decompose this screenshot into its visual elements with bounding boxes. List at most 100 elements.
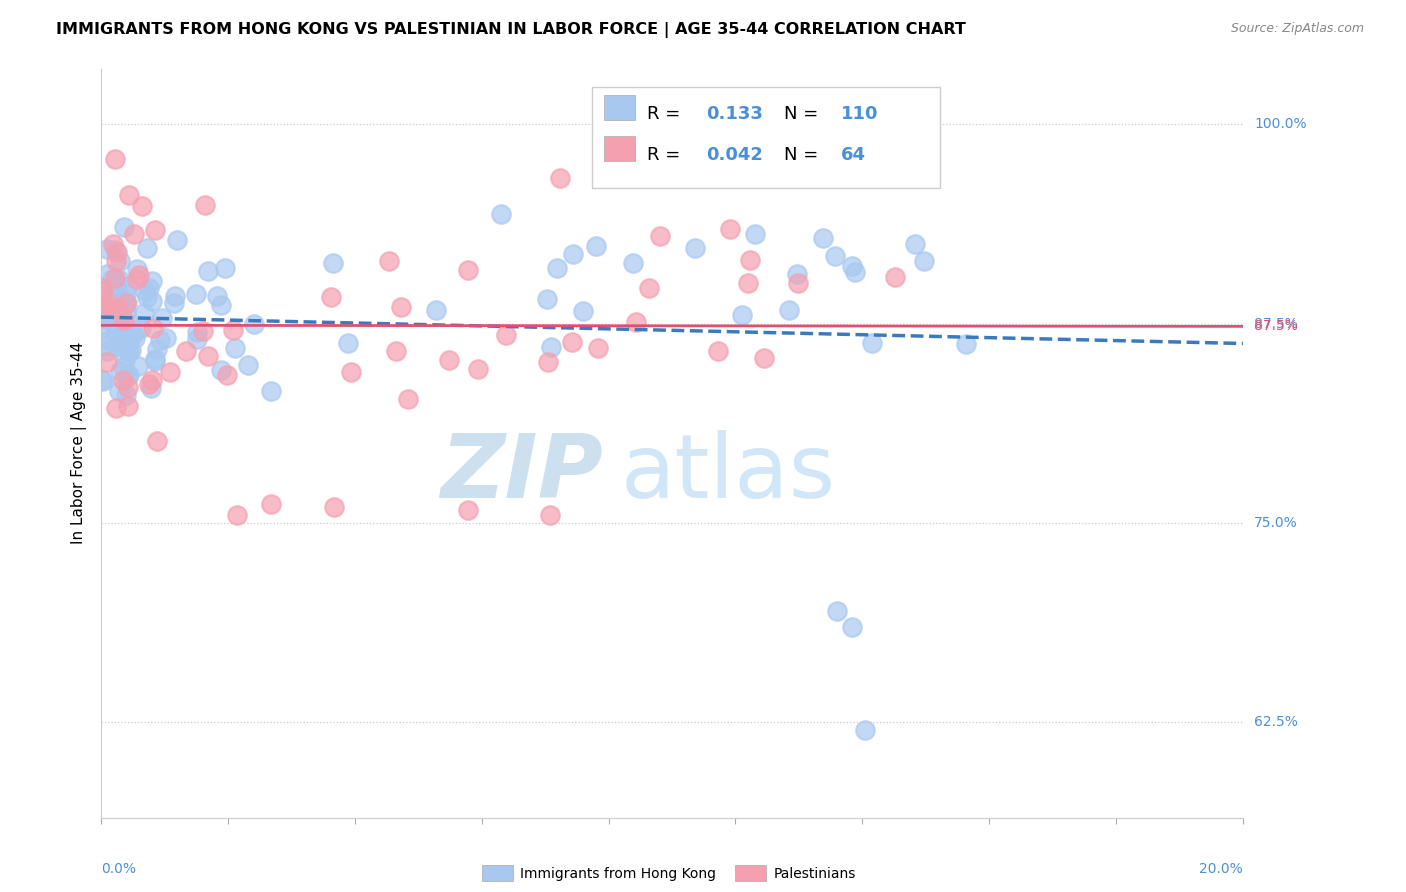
Point	[98, 314, 121, 328]
Point	[150, 310, 173, 325]
Point	[91, 289, 114, 303]
Point	[624, 315, 647, 329]
Point	[224, 342, 246, 356]
Point	[107, 384, 129, 398]
Point	[754, 351, 776, 366]
Point	[141, 294, 163, 309]
Point	[139, 381, 162, 395]
Point	[572, 304, 595, 318]
Point	[495, 328, 517, 343]
Text: Source: ZipAtlas.com: Source: ZipAtlas.com	[1230, 22, 1364, 36]
Point	[737, 277, 759, 291]
Text: R =: R =	[647, 145, 686, 164]
Point	[120, 343, 142, 357]
Point	[93, 305, 115, 319]
Point	[115, 305, 138, 319]
Point	[107, 302, 129, 317]
Point	[128, 268, 150, 283]
Point	[824, 248, 846, 262]
Point	[117, 379, 139, 393]
Point	[166, 234, 188, 248]
Point	[439, 352, 461, 367]
Point	[186, 332, 208, 346]
Point	[683, 241, 706, 255]
Point	[112, 220, 135, 235]
Point	[111, 322, 134, 336]
Point	[155, 331, 177, 345]
Point	[104, 153, 127, 167]
Point	[706, 344, 728, 359]
Point	[536, 292, 558, 306]
Point	[260, 497, 283, 511]
Point	[149, 333, 172, 347]
Point	[336, 335, 359, 350]
Point	[127, 359, 149, 373]
Point	[101, 237, 124, 252]
Point	[114, 299, 136, 313]
Point	[786, 276, 808, 290]
Point	[163, 289, 186, 303]
Point	[104, 281, 127, 295]
Point	[93, 338, 115, 352]
Point	[585, 239, 607, 253]
Point	[115, 370, 138, 384]
Point	[209, 298, 232, 312]
Point	[103, 295, 125, 310]
Point	[827, 604, 849, 618]
Text: 20.0%: 20.0%	[1199, 862, 1243, 876]
Point	[114, 388, 136, 402]
Point	[115, 287, 138, 301]
Point	[104, 339, 127, 353]
Point	[104, 273, 127, 287]
Point	[122, 227, 145, 241]
Text: N =: N =	[785, 105, 818, 123]
FancyBboxPatch shape	[592, 87, 941, 188]
Point	[138, 376, 160, 391]
Point	[120, 318, 142, 332]
Point	[914, 253, 936, 268]
Text: Immigrants from Hong Kong: Immigrants from Hong Kong	[520, 867, 716, 881]
Point	[115, 296, 138, 310]
FancyBboxPatch shape	[603, 95, 636, 120]
Point	[91, 281, 114, 295]
Point	[105, 244, 128, 259]
Point	[340, 365, 363, 379]
Point	[117, 343, 139, 357]
Point	[90, 373, 112, 387]
Point	[112, 313, 135, 327]
Point	[738, 252, 761, 267]
Point	[146, 434, 169, 448]
Point	[108, 272, 131, 286]
Text: 62.5%: 62.5%	[1254, 715, 1298, 730]
Point	[96, 355, 118, 369]
Point	[588, 342, 610, 356]
Point	[538, 508, 561, 522]
Point	[141, 274, 163, 288]
Point	[124, 331, 146, 345]
Point	[197, 349, 219, 363]
Point	[184, 286, 207, 301]
Point	[91, 374, 114, 388]
Point	[114, 295, 136, 310]
Point	[100, 310, 122, 325]
Text: 75.0%: 75.0%	[1254, 516, 1298, 530]
Point	[322, 256, 344, 270]
Point	[142, 321, 165, 335]
Point	[731, 308, 754, 322]
Point	[540, 340, 562, 354]
Point	[105, 254, 128, 268]
Point	[621, 255, 644, 269]
Text: 100.0%: 100.0%	[1254, 118, 1306, 131]
Point	[131, 320, 153, 334]
Point	[457, 263, 479, 277]
Point	[105, 401, 128, 415]
Point	[884, 270, 907, 285]
Point	[117, 399, 139, 413]
Point	[904, 237, 927, 252]
Text: Palestinians: Palestinians	[773, 867, 856, 881]
Point	[955, 337, 977, 351]
Point	[744, 227, 766, 241]
FancyBboxPatch shape	[603, 136, 636, 161]
Point	[121, 329, 143, 343]
Point	[778, 303, 800, 318]
